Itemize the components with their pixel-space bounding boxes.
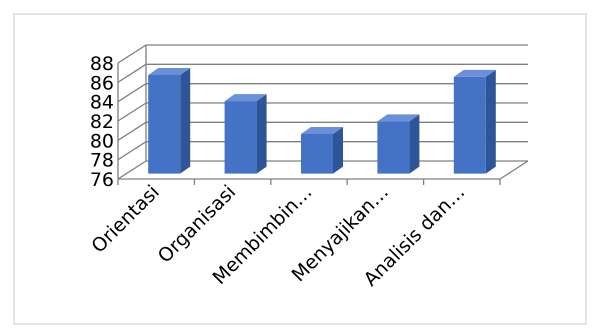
bar-side xyxy=(485,69,496,174)
bar-front xyxy=(301,133,333,174)
bar-front xyxy=(148,75,181,174)
bar xyxy=(301,126,343,174)
bar-front xyxy=(224,101,257,174)
y-tick-label: 76 xyxy=(90,169,114,191)
y-tick-label: 78 xyxy=(90,150,114,172)
bar-top xyxy=(377,114,420,122)
y-tick-label: 82 xyxy=(90,111,114,133)
y-tick-label: 88 xyxy=(90,53,114,75)
bar-top xyxy=(453,69,496,77)
bar-side xyxy=(333,126,343,174)
bar-top xyxy=(224,94,267,102)
bar-top xyxy=(301,126,343,134)
bar xyxy=(377,114,420,174)
bar-side xyxy=(256,94,267,174)
y-tick-label: 86 xyxy=(90,72,114,94)
gridline xyxy=(117,83,528,103)
bar-front xyxy=(377,121,410,174)
y-tick-label: 84 xyxy=(90,92,114,114)
bar-side xyxy=(180,68,191,174)
bar xyxy=(224,94,267,174)
bar-side xyxy=(409,114,420,174)
y-tick-label: 80 xyxy=(90,130,114,152)
gridline xyxy=(117,102,528,122)
gridline xyxy=(117,44,528,64)
bars xyxy=(148,68,496,174)
bar xyxy=(148,68,191,174)
bar xyxy=(453,69,496,174)
bar-front xyxy=(453,76,486,174)
bar-top xyxy=(148,68,191,75)
gridline xyxy=(117,63,528,83)
